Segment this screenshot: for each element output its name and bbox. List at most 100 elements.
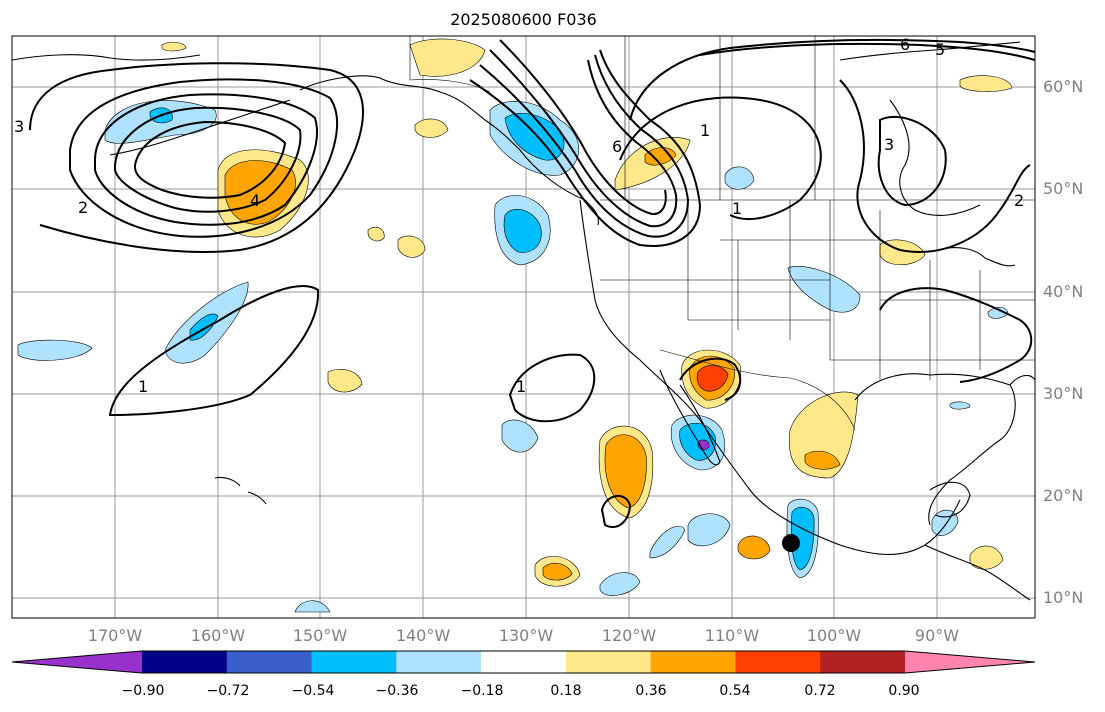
colorbar-tick: −0.72 [206, 683, 250, 699]
contour-label: 1 [516, 377, 526, 396]
colorbar-tick: 0.18 [550, 683, 582, 699]
contour-label: 4 [250, 191, 260, 210]
negative-anomaly-south-c [599, 572, 641, 596]
contour-1-mexico [879, 287, 1033, 383]
lat-label-60n: 60°N [1043, 77, 1084, 96]
negative-anomaly-plains [787, 265, 861, 313]
storm-marker [782, 534, 800, 552]
siberia-coast [11, 54, 201, 61]
positive-anomaly-north [409, 38, 486, 77]
contour-label: 2 [1014, 191, 1024, 210]
colorbar-tick: −0.18 [460, 683, 504, 699]
contour-label: 6 [900, 35, 910, 54]
central-america [924, 544, 1031, 601]
contour-label: 1 [138, 377, 148, 396]
shaded-anomalies [17, 38, 1013, 613]
lat-label-50n: 50°N [1043, 179, 1084, 198]
positive-anomaly-small-3 [367, 226, 385, 242]
negative-anomaly-west [17, 339, 93, 361]
colorbar-tick: 0.36 [635, 683, 667, 699]
florida [1009, 374, 1036, 386]
colorbar-segment [650, 651, 736, 673]
contour-1-mid [508, 353, 596, 423]
lon-label-140w: 140°W [395, 626, 451, 645]
contours [29, 39, 1036, 528]
contour-2-east [839, 79, 1031, 253]
negative-anomaly-south-b [649, 525, 686, 559]
positive-anomaly-north-small [161, 41, 187, 52]
contour-1-east [619, 96, 822, 220]
contour-1-sw [600, 495, 632, 528]
lat-label-40n: 40°N [1043, 282, 1084, 301]
positive-anomaly-caribbean [969, 545, 1004, 570]
contour-1-central-pac [108, 285, 320, 417]
lon-label-110w: 110°W [704, 626, 760, 645]
colorbar-tick: 0.54 [719, 683, 751, 699]
colorbar-segment [142, 651, 228, 673]
colorbar-segment [481, 651, 567, 673]
yucatan [929, 481, 971, 518]
lon-label-160w: 160°W [190, 626, 246, 645]
aleutian-chain [109, 99, 291, 156]
positive-anomaly-pacific-mx-core [604, 434, 647, 509]
colorbar-segment [820, 651, 906, 673]
positive-anomaly-mexico-core [804, 450, 841, 470]
hawaii [214, 476, 267, 505]
positive-anomaly-arizona-core [696, 365, 729, 392]
contour-3-east [877, 115, 947, 207]
positive-anomaly-small-2 [397, 235, 426, 258]
negative-anomaly-south-a [687, 513, 731, 547]
colorbar-segment [735, 651, 821, 673]
lon-label-100w: 100°W [806, 626, 862, 645]
contour-north-6 [629, 39, 1036, 121]
contour-label: 2 [78, 198, 88, 217]
colorbar [11, 650, 1036, 674]
contour-aleutian-2 [69, 78, 338, 238]
positive-anomaly-small-4 [327, 369, 363, 393]
negative-anomaly-canada [724, 166, 755, 190]
borders [409, 36, 1035, 431]
baja-peninsula [659, 369, 721, 466]
lon-label-170w: 170°W [87, 626, 143, 645]
colorbar-tick: 0.90 [888, 683, 920, 699]
colorbar-tick: 0.72 [804, 683, 836, 699]
positive-anomaly-bc-core [644, 147, 677, 166]
colorbar-tick: −0.54 [291, 683, 335, 699]
contour-1-arizona [679, 357, 742, 401]
colorbar-outline [11, 650, 1036, 674]
negative-anomaly-wa-core [503, 208, 542, 253]
west-coast [579, 199, 961, 555]
colorbar-extend-high [905, 651, 1035, 673]
contour-ridge-1 [469, 49, 702, 247]
lon-label-120w: 120°W [601, 626, 657, 645]
colorbar-tick: −0.36 [375, 683, 419, 699]
colorbar-segment [396, 651, 482, 673]
lat-label-20n: 20°N [1043, 486, 1084, 505]
contour-label: 5 [935, 40, 945, 59]
contour-label: 3 [14, 117, 24, 136]
contour-label: 1 [732, 199, 742, 218]
colorbar-extend-low [12, 651, 142, 673]
positive-anomaly-south-2 [737, 535, 771, 560]
hudson-bay [889, 99, 981, 216]
contour-aleutian-5 [133, 120, 287, 199]
contour-ridge-4 [499, 39, 667, 216]
positive-anomaly-small-1 [414, 118, 449, 138]
contour-aleutian-4 [114, 106, 302, 213]
positive-anomaly-hudson [959, 75, 1013, 92]
contour-label: 3 [884, 135, 894, 154]
contour-aleutian-3 [94, 93, 318, 226]
contour-label: 6 [612, 137, 622, 156]
great-lakes [939, 247, 1016, 267]
contour-north-5 [699, 42, 1036, 61]
map-border [11, 35, 1036, 619]
lat-label-10n: 10°N [1043, 588, 1084, 607]
negative-anomaly-small-pac [501, 419, 539, 453]
colorbar-tick: −0.90 [121, 683, 165, 699]
lon-label-90w: 90°W [914, 626, 960, 645]
colorbar-segment [226, 651, 313, 673]
gulf-of-mexico [854, 373, 1016, 526]
lon-label-150w: 150°W [292, 626, 348, 645]
lat-label-30n: 30°N [1043, 384, 1084, 403]
